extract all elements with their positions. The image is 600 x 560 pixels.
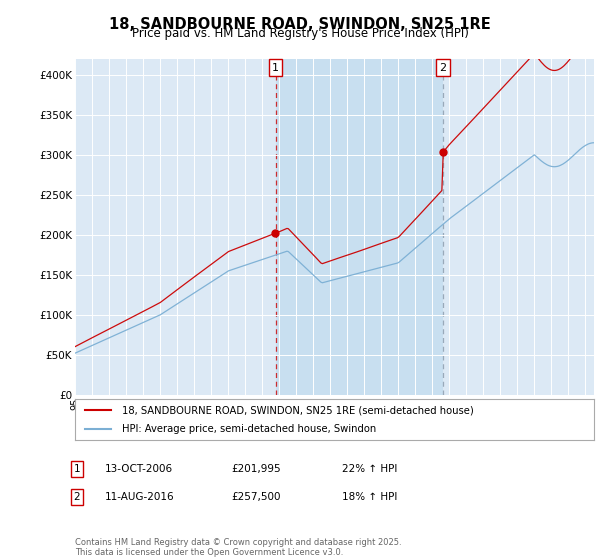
- Text: 2: 2: [439, 63, 446, 73]
- Text: 18, SANDBOURNE ROAD, SWINDON, SN25 1RE (semi-detached house): 18, SANDBOURNE ROAD, SWINDON, SN25 1RE (…: [122, 405, 473, 415]
- Text: 11-AUG-2016: 11-AUG-2016: [105, 492, 175, 502]
- Text: 1: 1: [73, 464, 80, 474]
- Text: Contains HM Land Registry data © Crown copyright and database right 2025.
This d: Contains HM Land Registry data © Crown c…: [75, 538, 401, 557]
- Bar: [275, 59, 443, 395]
- Text: £201,995: £201,995: [231, 464, 281, 474]
- Text: 22% ↑ HPI: 22% ↑ HPI: [342, 464, 397, 474]
- Text: 18, SANDBOURNE ROAD, SWINDON, SN25 1RE: 18, SANDBOURNE ROAD, SWINDON, SN25 1RE: [109, 17, 491, 32]
- Text: 1: 1: [272, 63, 279, 73]
- Text: £257,500: £257,500: [231, 492, 281, 502]
- Text: HPI: Average price, semi-detached house, Swindon: HPI: Average price, semi-detached house,…: [122, 424, 376, 433]
- Text: Price paid vs. HM Land Registry's House Price Index (HPI): Price paid vs. HM Land Registry's House …: [131, 27, 469, 40]
- Text: 2: 2: [73, 492, 80, 502]
- Text: 18% ↑ HPI: 18% ↑ HPI: [342, 492, 397, 502]
- Text: 13-OCT-2006: 13-OCT-2006: [105, 464, 173, 474]
